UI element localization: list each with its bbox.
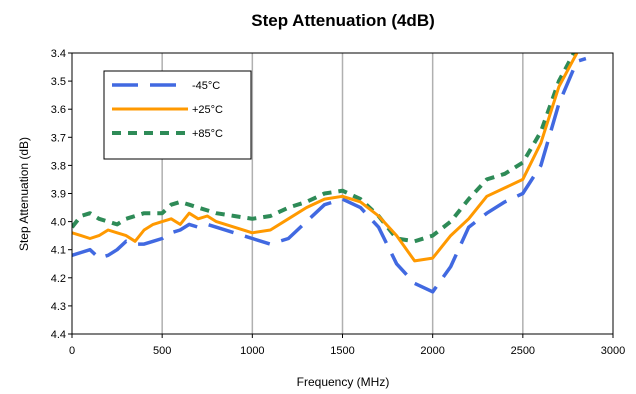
series-line	[72, 53, 577, 244]
x-tick-label: 3000	[601, 345, 625, 357]
y-tick-label: 4.3	[51, 301, 66, 313]
legend-label: +85°C	[192, 128, 223, 140]
y-tick-label: 4.1	[51, 245, 66, 257]
legend-label: -45°C	[192, 80, 220, 92]
y-tick-label: 3.5	[51, 76, 66, 88]
x-axis-label: Frequency (MHz)	[297, 375, 390, 389]
series-line	[72, 53, 579, 263]
x-tick-label: 1500	[330, 345, 354, 357]
legend: -45°C +25°C +85°C	[103, 70, 252, 160]
y-tick-label: 3.7	[51, 132, 66, 144]
y-tick-label: 3.4	[51, 48, 66, 60]
x-axis-ticks: 0 500 1000 1500 2000 2500 3000	[69, 334, 625, 357]
chart-title: Step Attenuation (4dB)	[251, 11, 435, 30]
y-tick-label: 4.4	[51, 329, 66, 341]
series-line	[72, 56, 587, 294]
x-tick-label: 500	[153, 345, 171, 357]
y-tick-label: 4.2	[51, 273, 66, 285]
x-tick-label: 2000	[420, 345, 444, 357]
y-tick-label: 3.9	[51, 189, 66, 201]
legend-label: +25°C	[192, 104, 223, 116]
y-axis-label: Step Attenuation (dB)	[17, 137, 31, 251]
y-tick-label: 4.0	[51, 217, 66, 229]
x-tick-label: 1000	[240, 345, 264, 357]
series-layer	[72, 53, 587, 294]
y-axis-ticks: 3.4 3.5 3.6 3.7 3.8 3.9 4.0 4.1 4.2 4.3 4.4	[51, 48, 72, 341]
x-tick-label: 0	[69, 345, 75, 357]
x-tick-label: 2500	[511, 345, 535, 357]
y-tick-label: 3.6	[51, 104, 66, 116]
y-tick-label: 3.8	[51, 160, 66, 172]
